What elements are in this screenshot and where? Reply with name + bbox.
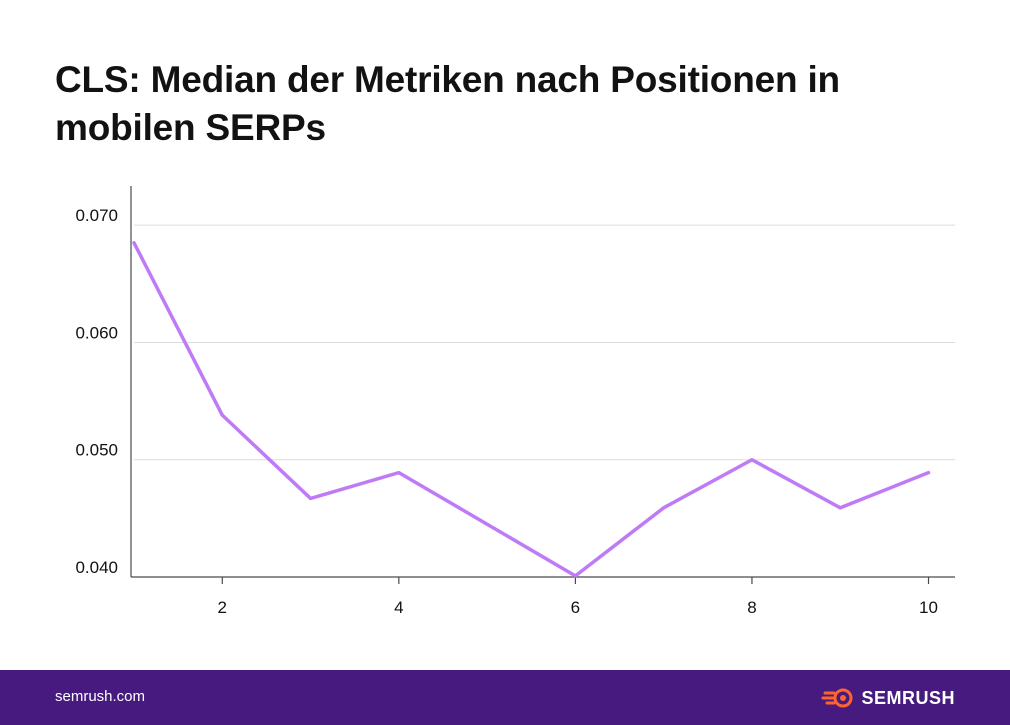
y-tick-label: 0.040: [75, 558, 118, 577]
data-point: [927, 471, 931, 475]
x-tick-label: 4: [394, 598, 403, 617]
x-tick-label: 2: [218, 598, 227, 617]
data-point: [662, 506, 666, 510]
line-chart: 0.040 0.050 0.060 0.070 2 4 6 8 10: [75, 186, 955, 617]
y-tick-label: 0.070: [75, 206, 118, 225]
data-point: [750, 458, 754, 462]
footer-url[interactable]: semrush.com: [55, 688, 146, 705]
x-tick-label: 8: [747, 598, 756, 617]
semrush-logo-icon: [821, 688, 853, 708]
x-tick-label: 6: [571, 598, 580, 617]
y-tick-label: 0.060: [75, 323, 118, 342]
data-point: [309, 496, 313, 500]
series-line: [132, 241, 931, 578]
data-point: [573, 574, 577, 578]
chart-title: CLS: Median der Metriken nach Positionen…: [55, 59, 840, 148]
data-point: [132, 241, 136, 245]
data-point: [838, 506, 842, 510]
semrush-logo: SEMRUSH: [821, 686, 955, 710]
x-tick-label: 10: [919, 598, 938, 617]
y-tick-label: 0.050: [75, 441, 118, 460]
data-point: [397, 471, 401, 475]
y-axis-ticks: 0.040 0.050 0.060 0.070: [75, 206, 118, 577]
semrush-logo-text: SEMRUSH: [861, 687, 955, 708]
data-point: [485, 522, 489, 526]
footer-bar: semrush.com SEMRUSH: [0, 670, 1010, 725]
series-group: [132, 241, 931, 578]
x-axis-ticks: 2 4 6 8 10: [218, 577, 938, 617]
axes: [130, 186, 955, 578]
data-point: [220, 413, 224, 417]
grid-lines: [134, 224, 955, 461]
